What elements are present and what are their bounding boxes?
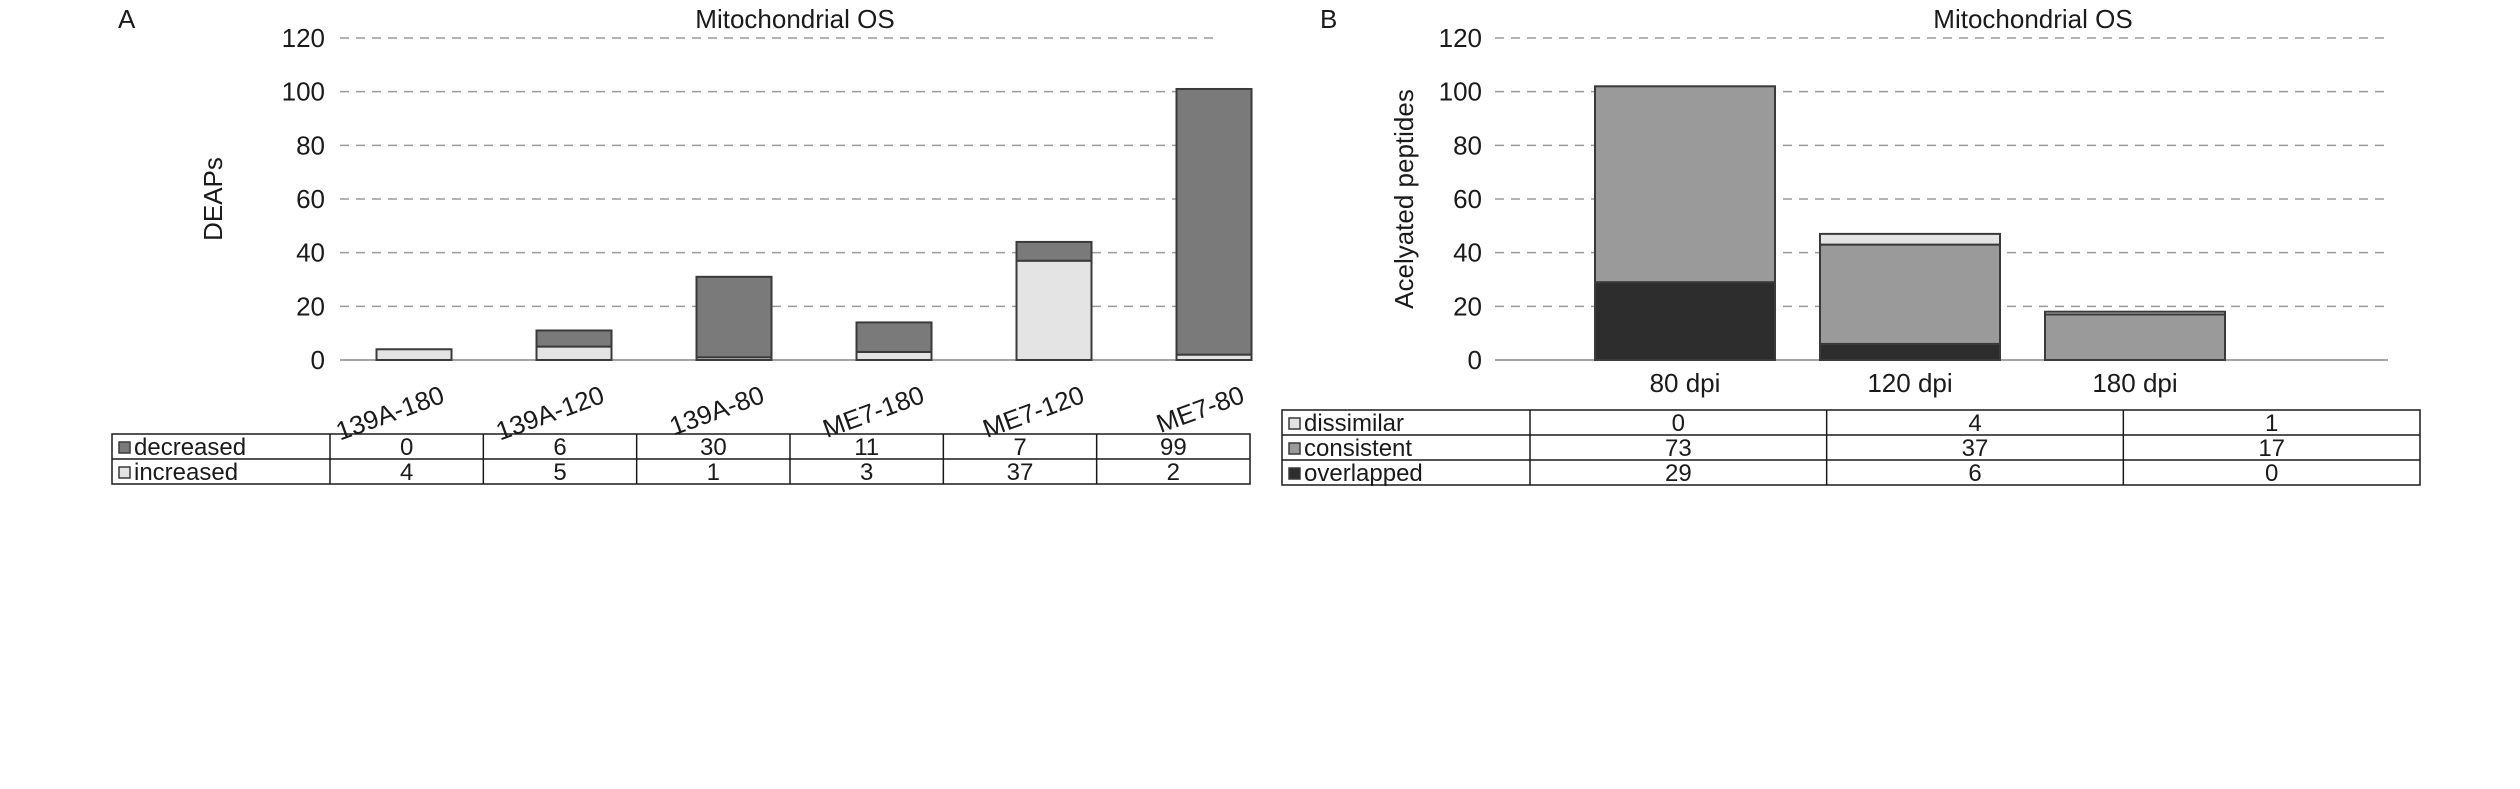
panel-b-bar-overlapped bbox=[1594, 281, 1776, 361]
panel-b-table-cell-overlapped: 29 bbox=[1665, 460, 1692, 487]
panel-a-y-tick-label: 20 bbox=[296, 291, 325, 321]
panel-a-bar-increased bbox=[535, 345, 613, 362]
panel-a-y-tick-label: 60 bbox=[296, 184, 325, 214]
panel-b-table-cell-overlapped: 6 bbox=[1968, 460, 1981, 487]
panel-a-legend-swatch-decreased bbox=[118, 441, 131, 454]
panel-a-table-cell-increased: 4 bbox=[400, 459, 413, 486]
panel-b-bar-dissimilar bbox=[2044, 310, 2226, 316]
panel-b-table-cell-dissimilar: 4 bbox=[1968, 410, 1981, 437]
panel-b-table-cell-dissimilar: 1 bbox=[2265, 410, 2278, 437]
panel-a-table-cell-increased: 3 bbox=[860, 459, 873, 486]
panel-b-y-tick-label: 60 bbox=[1453, 184, 1482, 214]
panel-a-legend-label-decreased: decreased bbox=[134, 434, 246, 461]
panel-b-legend-label-dissimilar: dissimilar bbox=[1304, 410, 1404, 437]
panel-b-table-cell-overlapped: 0 bbox=[2265, 460, 2278, 487]
panel-a-letter: A bbox=[118, 4, 136, 34]
panel-b-legend-swatch-overlapped bbox=[1288, 467, 1301, 480]
panel-b-y-tick-label: 20 bbox=[1453, 291, 1482, 321]
panel-a-y-tick-label: 80 bbox=[296, 130, 325, 160]
panel-a-bar-decreased bbox=[535, 329, 613, 348]
panel-b-bar-consistent bbox=[2044, 313, 2226, 361]
panel-b-y-tick-label: 40 bbox=[1453, 238, 1482, 268]
panel-a-table-cell-decreased: 30 bbox=[700, 434, 727, 461]
panel-a-y-tick-label: 40 bbox=[296, 238, 325, 268]
panel-a-bar-increased bbox=[1015, 259, 1093, 362]
panel-a-x-tick-label: 139A-120 bbox=[492, 379, 608, 446]
panel-a-legend-label-increased: increased bbox=[134, 459, 238, 486]
panel-a-bar-decreased bbox=[855, 321, 933, 353]
panel-b-table-cell-dissimilar: 0 bbox=[1672, 410, 1685, 437]
panel-a-bar-decreased bbox=[1015, 240, 1093, 262]
panel-a-table-cell-increased: 37 bbox=[1007, 459, 1034, 486]
panel-b-y-tick-label: 0 bbox=[1468, 345, 1482, 375]
panel-a-table-cell-decreased: 7 bbox=[1013, 434, 1026, 461]
panel-a-title: Mitochondrial OS bbox=[695, 4, 894, 34]
panel-a-table-cell-increased: 5 bbox=[553, 459, 566, 486]
panel-a-table-cell-increased: 2 bbox=[1167, 459, 1180, 486]
panel-b-data-table bbox=[1281, 409, 2421, 486]
panel-b-bar-dissimilar bbox=[1819, 232, 2001, 246]
panel-b-y-tick-label: 100 bbox=[1439, 77, 1482, 107]
panel-b-letter: B bbox=[1320, 4, 1337, 34]
panel-a-bar-decreased bbox=[1175, 87, 1253, 356]
panel-a-y-tick-label: 100 bbox=[282, 77, 325, 107]
panel-b-bar-consistent bbox=[1594, 85, 1776, 284]
panel-a-table-cell-decreased: 99 bbox=[1160, 434, 1187, 461]
panel-b-y-tick-label: 120 bbox=[1439, 23, 1482, 53]
panel-b-x-tick-label: 80 dpi bbox=[1650, 368, 1721, 398]
panel-a-y-tick-label: 120 bbox=[282, 23, 325, 53]
panel-b-y-tick-label: 80 bbox=[1453, 130, 1482, 160]
panel-a-x-tick-label: 139A-80 bbox=[665, 379, 768, 441]
panel-a-legend-swatch-increased bbox=[118, 466, 131, 479]
panel-b-title: Mitochondrial OS bbox=[1933, 4, 2132, 34]
panel-a-x-tick-label: ME7-80 bbox=[1152, 379, 1248, 438]
panel-b-x-tick-label: 120 dpi bbox=[1867, 368, 1952, 398]
panel-b-y-axis-label: Acelyated peptides bbox=[1389, 89, 1419, 309]
panel-a-bar-increased bbox=[855, 350, 933, 362]
panel-b-legend-label-consistent: consistent bbox=[1304, 435, 1412, 462]
panel-b-table-cell-consistent: 37 bbox=[1962, 435, 1989, 462]
panel-a-table-cell-increased: 1 bbox=[707, 459, 720, 486]
panel-b-x-tick-label: 180 dpi bbox=[2092, 368, 2177, 398]
panel-a-table-cell-decreased: 11 bbox=[854, 434, 879, 461]
panel-a-table-cell-decreased: 6 bbox=[553, 434, 566, 461]
panel-b-table-cell-consistent: 73 bbox=[1665, 435, 1692, 462]
panel-b-bar-consistent bbox=[1819, 243, 2001, 345]
panel-a-table-cell-decreased: 0 bbox=[400, 434, 413, 461]
panel-a-bar-decreased bbox=[695, 275, 773, 359]
panel-a-x-tick-label: 139A-180 bbox=[332, 379, 448, 446]
panel-b-legend-swatch-consistent bbox=[1288, 442, 1301, 455]
panel-b-legend-label-overlapped: overlapped bbox=[1304, 460, 1423, 487]
panel-b-bar-overlapped bbox=[1819, 342, 2001, 361]
panel-a-y-axis-label: DEAPs bbox=[198, 157, 228, 241]
panel-a-y-tick-label: 0 bbox=[311, 345, 325, 375]
panel-b-table-cell-consistent: 17 bbox=[2258, 435, 2285, 462]
panel-b-legend-swatch-dissimilar bbox=[1288, 417, 1301, 430]
panel-a-bar-increased bbox=[375, 348, 453, 361]
